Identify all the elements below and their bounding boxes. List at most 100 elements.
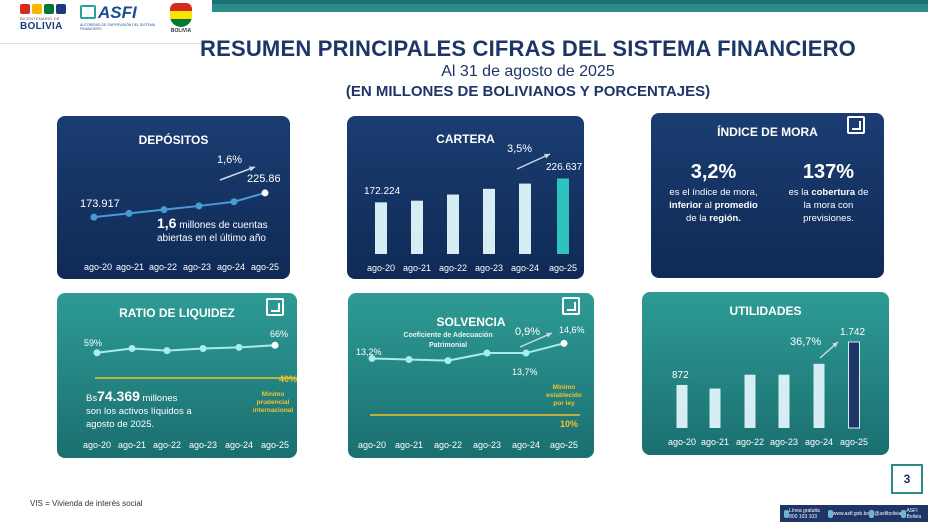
x-tick-label: ago-20 xyxy=(358,440,386,450)
x-tick-label: ago-21 xyxy=(395,440,423,450)
top-decoration-bar xyxy=(0,0,928,14)
utilidades-bar xyxy=(778,374,790,428)
solvencia-growth: 0,9% xyxy=(515,326,540,338)
depositos-point xyxy=(261,189,269,197)
x-tick-label: ago-21 xyxy=(403,263,431,273)
cobertura-value: 137% xyxy=(802,161,855,183)
x-tick-label: ago-20 xyxy=(83,440,111,450)
solvencia-threshold-note: Mínimo xyxy=(553,384,576,391)
x-tick-label: ago-22 xyxy=(149,262,177,272)
solvencia-point xyxy=(483,349,491,357)
growth-arrow-head xyxy=(832,342,838,348)
liquidez-first-value: 59% xyxy=(84,338,102,348)
cartera-card[interactable]: CARTERA 172.224 226.637 3,5% ago-20 ago-21 ag… xyxy=(347,116,584,279)
bicentenario-logo: BICENTENARIO DE BOLIVIA xyxy=(20,4,76,36)
liquidez-title: RATIO DE LIQUIDEZ xyxy=(119,306,235,320)
liquidez-last-value: 66% xyxy=(270,329,288,339)
x-tick-label: ago-22 xyxy=(736,437,764,447)
liquidez-threshold-note: internacional xyxy=(253,407,294,414)
solvencia-chart: Coeficiente de Adecuación Patrimonial 13,2… xyxy=(356,325,585,450)
liquidez-point xyxy=(163,347,171,355)
twitter-icon xyxy=(869,509,875,518)
x-tick-label: ago-24 xyxy=(511,263,539,273)
utilidades-bar xyxy=(709,388,721,428)
solvencia-point xyxy=(444,357,452,365)
page-title: RESUMEN PRINCIPALES CIFRAS DEL SISTEMA F… xyxy=(200,36,856,61)
depositos-last-value: 225.86 xyxy=(247,173,281,185)
solvencia-first-value: 13,2% xyxy=(356,347,382,357)
solvencia-card[interactable]: SOLVENCIA Coeficiente de Adecuación Patri… xyxy=(348,293,594,458)
mora-card[interactable]: ÍNDICE DE MORA 3,2% es el índice de mora… xyxy=(651,113,884,278)
phone-icon xyxy=(784,509,790,518)
cartera-title: CARTERA xyxy=(436,132,495,146)
solvencia-point xyxy=(560,339,568,347)
depositos-first-value: 173.917 xyxy=(80,198,120,210)
mora-title: ÍNDICE DE MORA xyxy=(717,125,818,139)
cobertura-description: es la cobertura de la mora con prevision… xyxy=(788,187,869,224)
growth-arrow-head xyxy=(249,166,255,172)
footer-note: VIS = Vivienda de interés social xyxy=(30,499,143,508)
x-tick-label: ago-24 xyxy=(225,440,253,450)
bolivia-crest-logo: BOLIVIA xyxy=(164,3,198,39)
x-tick-label: ago-25 xyxy=(549,263,577,273)
page-units: (EN MILLONES DE BOLIVIANOS Y PORCENTAJES… xyxy=(345,83,711,100)
x-tick-label: ago-21 xyxy=(701,437,729,447)
utilidades-growth: 36,7% xyxy=(790,336,821,348)
x-tick-label: ago-25 xyxy=(840,437,868,447)
x-tick-label: ago-23 xyxy=(183,262,211,272)
depositos-point xyxy=(195,202,203,210)
solvencia-prev-value: 13,7% xyxy=(512,367,538,377)
expand-icon[interactable] xyxy=(847,116,865,134)
expand-icon[interactable] xyxy=(562,297,580,315)
utilidades-card[interactable]: UTILIDADES 872 1.742 36,7% ago-20 ago-21 ago-… xyxy=(642,292,889,455)
x-tick-label: ago-24 xyxy=(805,437,833,447)
solvencia-line xyxy=(371,342,565,362)
footer-contact-bar: Línea gratuita 800 103 103 www.asfi.gob.… xyxy=(780,505,928,522)
cartera-first-value: 172.224 xyxy=(364,186,401,197)
x-tick-label: ago-21 xyxy=(116,262,144,272)
x-tick-label: ago-23 xyxy=(475,263,503,273)
cartera-bar xyxy=(519,183,531,254)
liquidez-threshold-value: 40% xyxy=(279,374,297,384)
depositos-point xyxy=(160,206,168,214)
x-tick-label: ago-20 xyxy=(367,263,395,273)
liquidez-point xyxy=(235,343,243,351)
depositos-title: DEPÓSITOS xyxy=(138,133,209,147)
growth-arrow-head xyxy=(546,332,552,338)
depositos-growth: 1,6% xyxy=(217,154,242,166)
x-tick-label: ago-25 xyxy=(550,440,578,450)
mora-value: 3,2% xyxy=(690,161,737,183)
expand-icon[interactable] xyxy=(266,298,284,316)
liquidez-threshold-note: prudencial xyxy=(257,399,290,406)
x-tick-label: ago-21 xyxy=(118,440,146,450)
mora-description: es el índice de mora, inferior al promed… xyxy=(669,187,758,224)
liquidez-line xyxy=(96,344,276,354)
liquidez-card[interactable]: RATIO DE LIQUIDEZ 59% 66% 40% Mínimo prudenc… xyxy=(57,293,297,458)
web-icon xyxy=(827,509,833,518)
liquidez-point xyxy=(93,349,101,357)
utilidades-last-value: 1.742 xyxy=(840,327,865,338)
depositos-line xyxy=(93,191,266,219)
solvencia-title: SOLVENCIA xyxy=(436,315,506,329)
utilidades-bar xyxy=(813,363,825,428)
x-tick-label: ago-23 xyxy=(473,440,501,450)
x-tick-label: ago-23 xyxy=(770,437,798,447)
depositos-card[interactable]: DEPÓSITOS 173.917 225.86 1,6% ago-20 ago-21 a… xyxy=(57,116,290,279)
x-tick-label: ago-25 xyxy=(251,262,279,272)
depositos-point xyxy=(230,198,238,206)
cartera-bar xyxy=(411,200,423,254)
growth-arrow-head xyxy=(544,153,550,159)
depositos-point xyxy=(125,209,133,217)
asfi-logo: ASFI AUTORIDAD DE SUPERVISIÓN DEL SISTEM… xyxy=(80,3,156,31)
x-tick-label: ago-24 xyxy=(512,440,540,450)
cartera-bar xyxy=(483,188,495,254)
cartera-bar xyxy=(447,194,459,254)
liquidez-threshold-note: Mínimo xyxy=(262,391,285,398)
growth-arrow xyxy=(219,166,256,181)
growth-arrow xyxy=(516,153,551,170)
utilidades-first-value: 872 xyxy=(672,370,689,381)
solvencia-threshold-note: establecido xyxy=(546,392,582,399)
solvencia-subtitle: Patrimonial xyxy=(429,342,467,349)
solvencia-last-value: 14,6% xyxy=(559,325,585,335)
liquidez-point xyxy=(199,344,207,352)
